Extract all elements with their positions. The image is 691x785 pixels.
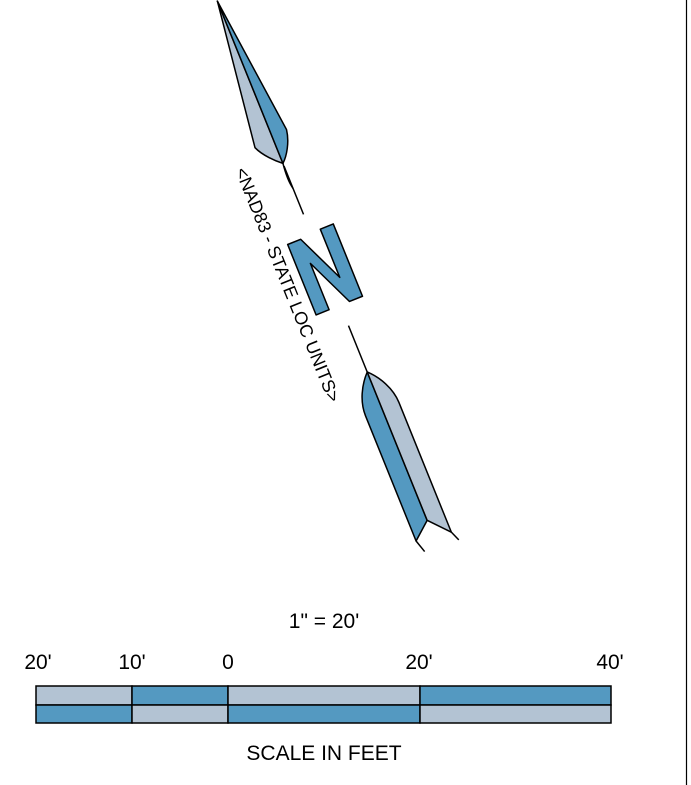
arrow-lower-tail-left <box>415 540 426 553</box>
scale-tick-label-1: 10' <box>118 651 145 674</box>
arrow-upper-light-half <box>216 0 284 165</box>
scale-segment-bottom-1 <box>35 704 133 724</box>
scale-bar: 1" = 20' 20' 10' 0 20' 40' SCALE IN FEET <box>24 610 623 765</box>
arrow-lower-stem <box>347 325 368 373</box>
datum-label: <NAD83 - STATE LOC UNITS> <box>231 164 344 405</box>
scale-segment-top-2 <box>131 685 229 706</box>
arrow-upper-dark-half <box>216 0 289 165</box>
scale-tick-label-2: 0 <box>222 651 234 674</box>
arrow-lower-dark-half <box>361 371 428 542</box>
north-arrow <box>216 0 460 553</box>
scale-tick-label-3: 20' <box>405 651 432 674</box>
scale-caption: SCALE IN FEET <box>246 742 401 765</box>
scale-segment-bottom-4 <box>419 704 612 724</box>
scale-ratio-label: 1" = 20' <box>289 610 359 633</box>
scale-segment-top-1 <box>35 685 133 706</box>
arrow-lower-tail-right <box>450 531 460 541</box>
scale-segment-top-3 <box>227 685 421 706</box>
scale-tick-label-4: 40' <box>596 651 623 674</box>
arrow-lower-light-half <box>366 371 453 533</box>
north-n-letter-icon <box>286 223 364 316</box>
scale-segment-top-4 <box>419 685 612 706</box>
scale-segment-bottom-2 <box>131 704 229 724</box>
arrow-upper-stem <box>283 165 305 215</box>
scale-tick-label-0: 20' <box>24 651 51 674</box>
scale-segment-bottom-3 <box>227 704 421 724</box>
